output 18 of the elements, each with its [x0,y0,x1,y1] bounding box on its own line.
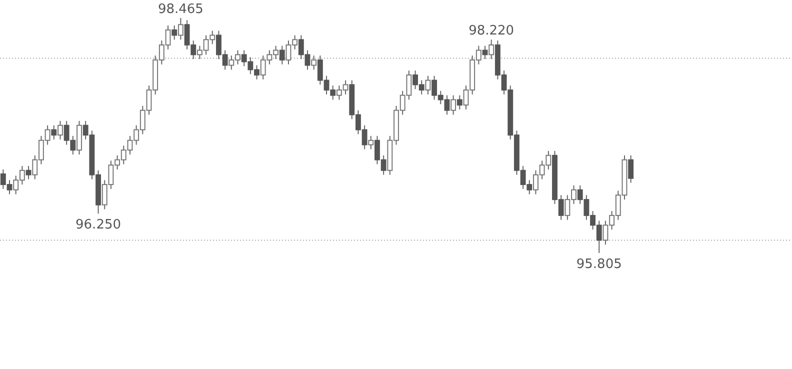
candlestick [58,120,63,140]
candlestick [488,39,494,60]
candlestick [456,94,462,110]
candlestick [172,25,178,40]
candlestick [368,135,374,150]
text: 98.220 [468,24,514,39]
candlestick [450,94,456,116]
candlestick [425,75,431,95]
candlestick [311,55,317,70]
text: 98.465 [158,2,204,17]
text: 96.250 [76,218,122,233]
candlestick [279,45,285,65]
candlestick [51,124,57,140]
candlestick [482,45,488,60]
candlestick [178,18,184,40]
candlestick [26,165,32,180]
candlestick [628,154,634,184]
text: 95.805 [576,257,622,272]
